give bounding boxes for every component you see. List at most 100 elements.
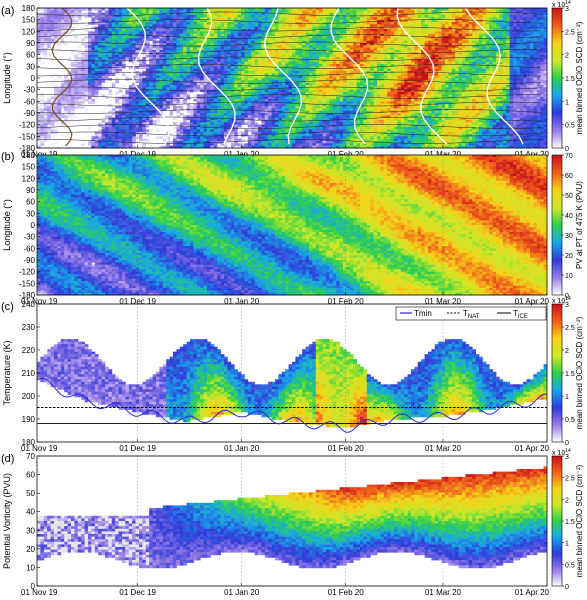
heatmap-cell [231,78,235,81]
heatmap-cell [309,132,313,135]
heatmap-cell [125,139,129,142]
heatmap-cell [306,80,310,83]
heatmap-cell [146,29,150,32]
heatmap-cell [258,113,262,116]
heatmap-cell [95,99,99,102]
heatmap-cell [204,94,208,97]
heatmap-cell [227,92,231,95]
heatmap-cell [176,108,180,111]
heatmap-cell [85,106,89,109]
heatmap-cell [122,101,126,104]
heatmap-cell [268,136,272,139]
heatmap-cell [190,62,194,65]
heatmap-cell [234,122,238,125]
heatmap-cell [227,62,231,65]
heatmap-cell [268,90,272,93]
heatmap-cell [241,62,245,65]
heatmap-cell [306,120,310,123]
heatmap-cell [142,17,146,20]
heatmap-cell [210,94,214,97]
heatmap-cell [217,76,221,79]
heatmap-cell [173,43,177,46]
heatmap-cell [193,87,197,90]
heatmap-cell [122,125,126,128]
heatmap-cell [105,13,109,16]
heatmap-cell [238,66,242,69]
heatmap-cell [204,22,208,25]
heatmap-cell [112,132,116,135]
heatmap-cell [142,73,146,76]
heatmap-cell [47,43,51,46]
heatmap-cell [306,83,310,86]
heatmap-cell [183,83,187,86]
heatmap-cell [190,55,194,58]
heatmap-cell [115,113,119,116]
heatmap-cell [292,59,296,62]
heatmap-cell [258,13,262,16]
heatmap-cell [261,52,265,55]
heatmap-cell [166,115,170,118]
heatmap-cell [115,73,119,76]
heatmap-cell [54,8,58,11]
heatmap-cell [343,62,347,65]
heatmap-cell [306,69,310,72]
heatmap-cell [210,129,214,132]
heatmap-cell [108,29,112,32]
heatmap-cell [183,143,187,146]
heatmap-cell [261,106,265,109]
heatmap-cell [71,13,75,16]
heatmap-cell [238,125,242,128]
heatmap-cell [275,24,279,27]
heatmap-cell [336,73,340,76]
heatmap-cell [139,113,143,116]
heatmap-cell [224,78,228,81]
heatmap-cell [197,113,201,116]
heatmap-cell [95,83,99,86]
heatmap-cell [323,90,327,93]
heatmap-cell [112,13,116,16]
heatmap-cell [231,94,235,97]
heatmap-cell [227,59,231,62]
heatmap-cell [139,134,143,137]
heatmap-cell [340,129,344,132]
heatmap-cell [183,41,187,44]
heatmap-cell [112,15,116,18]
heatmap-cell [115,129,119,132]
heatmap-cell [210,52,214,55]
heatmap-cell [306,118,310,121]
heatmap-cell [139,87,143,90]
heatmap-cell [54,50,58,53]
heatmap-cell [119,20,123,23]
heatmap-cell [214,129,218,132]
heatmap-cell [142,62,146,65]
heatmap-cell [91,22,95,25]
heatmap-cell [88,36,92,39]
heatmap-cell [227,57,231,60]
heatmap-cell [37,118,41,121]
heatmap-cell [248,62,252,65]
heatmap-cell [238,139,242,142]
heatmap-cell [238,113,242,116]
heatmap-cell [85,141,89,144]
heatmap-cell [326,92,330,95]
heatmap-cell [122,10,126,13]
heatmap-cell [336,92,340,95]
heatmap-cell [207,59,211,62]
heatmap-cell [78,127,82,130]
heatmap-cell [292,27,296,30]
heatmap-cell [176,38,180,41]
heatmap-cell [64,43,68,46]
heatmap-cell [217,62,221,65]
heatmap-cell [91,104,95,107]
heatmap-cell [309,90,313,93]
heatmap-cell [221,38,225,41]
heatmap-cell [316,125,320,128]
heatmap-cell [64,97,68,100]
heatmap-cell [170,22,174,25]
heatmap-cell [142,101,146,104]
heatmap-cell [227,66,231,69]
heatmap-cell [166,59,170,62]
heatmap-cell [119,34,123,37]
heatmap-cell [255,129,259,132]
heatmap-cell [88,125,92,128]
